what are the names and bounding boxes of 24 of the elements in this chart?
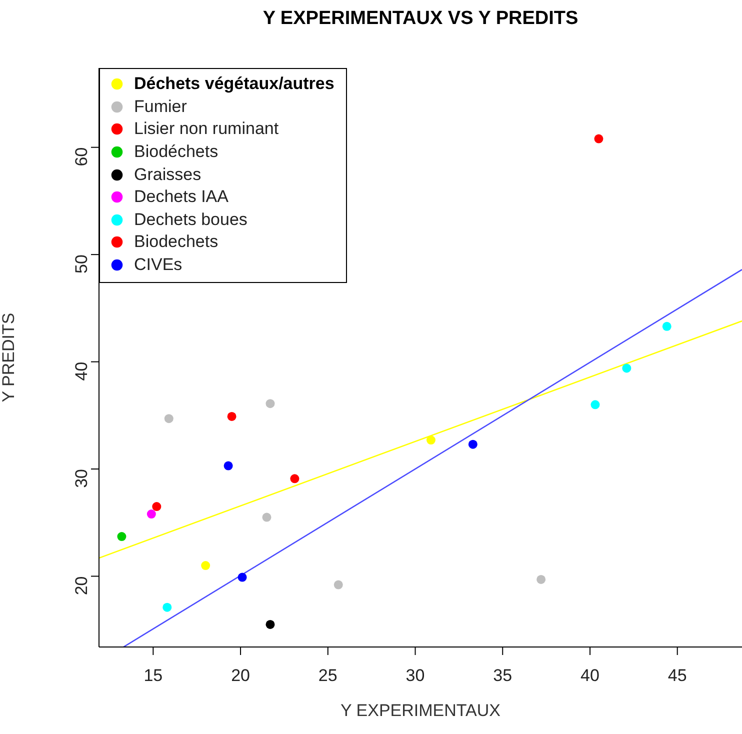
legend-label: Déchets végétaux/autres [134, 74, 334, 94]
y-tick-label: 20 [72, 576, 92, 596]
legend-label: Biodéchets [134, 142, 218, 162]
x-tick-label: 25 [318, 666, 338, 686]
y-tick-label: 60 [72, 147, 92, 166]
legend-label: CIVEs [134, 255, 182, 276]
x-tick-label: 40 [580, 666, 600, 686]
y-tick-label: 30 [72, 469, 92, 488]
y-axis-title: Y PREDITS [0, 312, 18, 402]
legend-label: Biodechets [134, 232, 218, 252]
x-tick-label: 20 [231, 666, 250, 686]
y-tick-label: 50 [72, 254, 92, 274]
y-tick-label: 40 [72, 362, 92, 381]
chart-title: Y EXPERIMENTAUX VS Y PREDITS [262, 8, 580, 30]
legend-label: Graisses [134, 164, 202, 185]
x-tick-label: 30 [406, 666, 425, 686]
x-tick-label: 15 [144, 666, 163, 686]
x-tick-label: 45 [668, 666, 687, 686]
legend-label: Dechets boues [134, 210, 248, 230]
legend-label: Lisier non ruminant [134, 119, 279, 140]
legend-label: Dechets IAA [134, 187, 228, 208]
x-axis-title: Y EXPERIMENTAUX [340, 701, 500, 720]
legend-label: Fumier [134, 96, 187, 117]
x-tick-label: 35 [493, 666, 512, 686]
